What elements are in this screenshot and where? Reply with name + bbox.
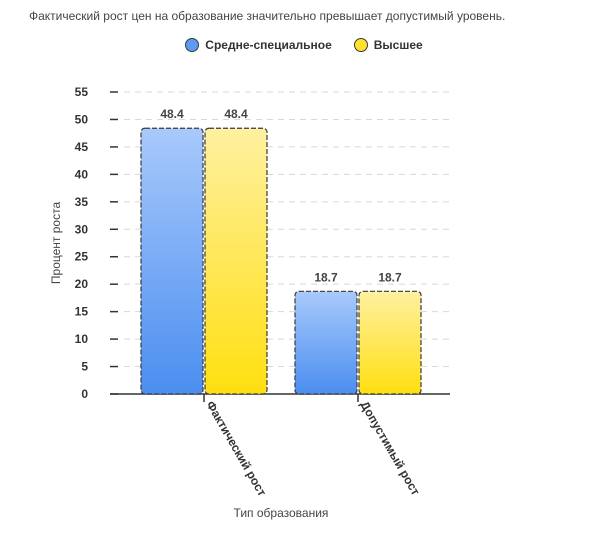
y-tick-label: 50 [75, 112, 89, 126]
y-tick-label: 5 [81, 360, 88, 374]
y-tick-label: 40 [75, 167, 89, 181]
data-label: 48.4 [224, 107, 248, 121]
legend-swatch-series-0 [185, 38, 200, 52]
data-label: 18.7 [378, 270, 402, 284]
bar-series-1-1 [358, 290, 422, 395]
y-tick-label: 10 [75, 332, 89, 346]
x-axis-title: Тип образования [234, 506, 329, 520]
y-tick-label: 25 [75, 250, 89, 264]
bar-series-0-1 [294, 290, 358, 395]
y-tick-label: 55 [75, 85, 89, 99]
y-tick-label: 35 [75, 195, 89, 209]
y-tick-label: 20 [75, 277, 89, 291]
legend: Средне-специальное Высшее [0, 38, 608, 52]
y-tick-label: 45 [75, 140, 89, 154]
legend-item-series-1[interactable]: Высшее [353, 38, 423, 52]
legend-label-series-1: Высшее [373, 38, 423, 52]
bars [140, 127, 422, 395]
y-tick-label: 30 [75, 222, 89, 236]
legend-swatch-series-1 [353, 38, 368, 52]
chart-title: Фактический рост цен на образование знач… [29, 9, 506, 23]
x-tick-label: Допустимый рост [357, 399, 422, 498]
y-tick-label: 15 [75, 305, 89, 319]
bar-series-0-0 [140, 127, 204, 395]
bar-series-1-0 [204, 127, 268, 395]
data-label: 48.4 [160, 107, 184, 121]
y-tick-label: 0 [81, 387, 88, 401]
data-label: 18.7 [314, 270, 338, 284]
legend-label-series-0: Средне-специальное [205, 38, 332, 52]
x-tick-label: Фактический рост [203, 399, 269, 499]
y-axis-title: Процент роста [49, 202, 63, 285]
legend-item-series-0[interactable]: Средне-специальное [185, 38, 332, 52]
